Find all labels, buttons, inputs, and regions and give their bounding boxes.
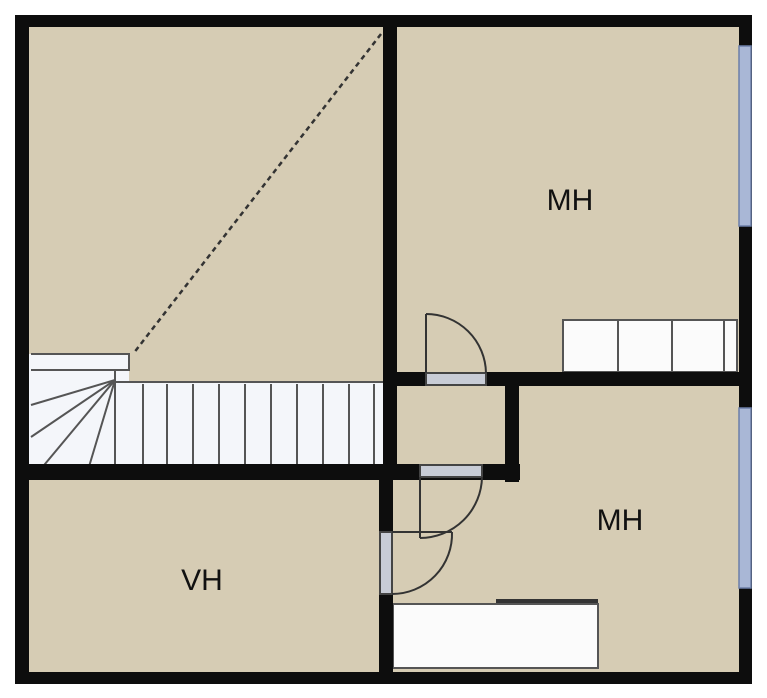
windows xyxy=(738,45,752,589)
open-edge-line xyxy=(132,33,382,355)
door-frames xyxy=(379,372,487,595)
staircase xyxy=(29,353,397,472)
room-label-vh: VH xyxy=(181,564,223,597)
window-lower xyxy=(738,407,752,589)
wardrobe-lower xyxy=(392,599,599,669)
room-label-mh-upper: MH xyxy=(547,184,594,217)
room-label-mh-lower: MH xyxy=(597,504,644,537)
window-upper xyxy=(738,45,752,227)
door-swings xyxy=(391,313,487,595)
wardrobe-upper xyxy=(562,319,738,373)
